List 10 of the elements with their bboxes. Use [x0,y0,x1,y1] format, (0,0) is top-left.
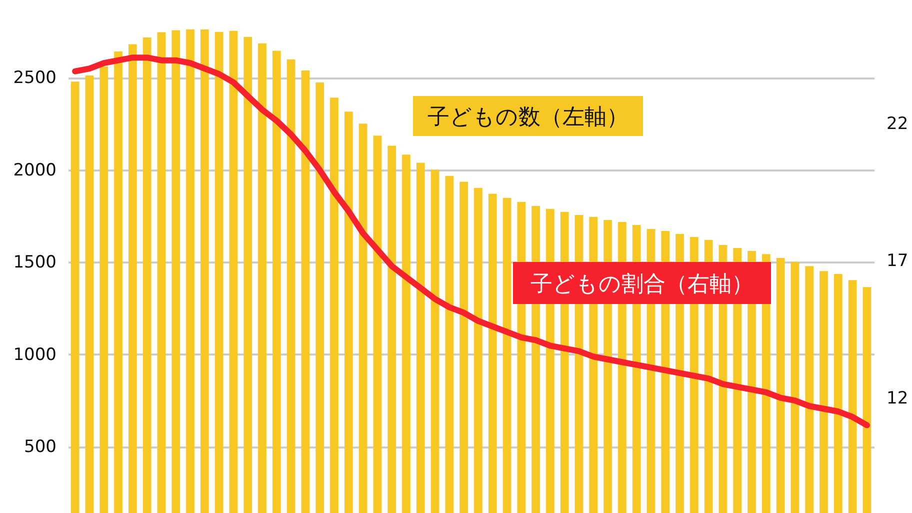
y2-tick-label: 12 [886,388,908,408]
y2-tick-label: 17 [886,251,908,272]
y-tick-label: 1500 [13,252,56,273]
annotation: 子どもの数（左軸） [428,105,628,130]
y-tick-label: 2500 [13,68,56,88]
y-tick-label: 1000 [13,344,56,365]
y2-tick-label: 22 [886,114,908,134]
annotation: 子どもの割合（右軸） [530,272,754,297]
y-tick-label: 500 [24,437,56,458]
y-tick-label: 2000 [13,160,56,180]
